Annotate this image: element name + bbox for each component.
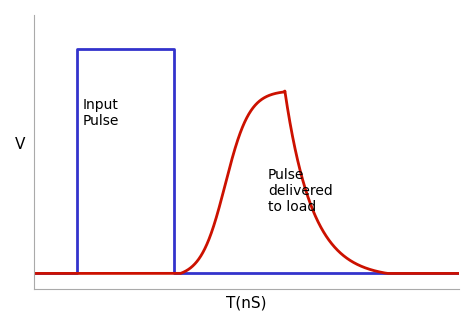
Text: Input
Pulse: Input Pulse <box>83 98 119 128</box>
Y-axis label: V: V <box>15 137 26 152</box>
Text: Pulse
delivered
to load: Pulse delivered to load <box>268 168 333 214</box>
X-axis label: T(nS): T(nS) <box>226 295 267 310</box>
